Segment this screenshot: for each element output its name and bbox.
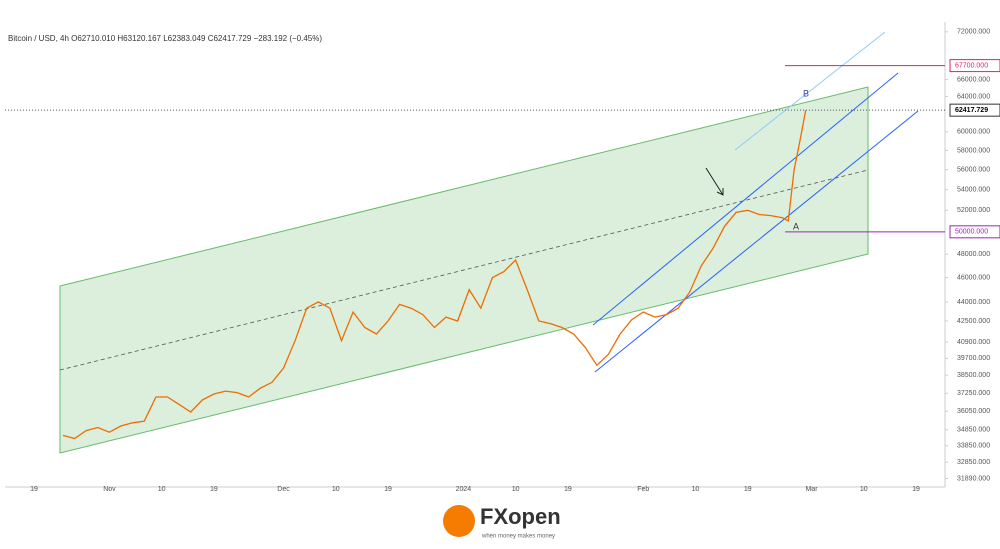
y-tick-label: 66000.000: [957, 76, 990, 83]
level-label: 67700.000: [955, 62, 988, 69]
price-line: [62, 110, 807, 440]
y-tick-label: 52000.000: [957, 207, 990, 214]
x-tick-label: 19: [384, 486, 392, 493]
y-tick-label: 34850.000: [957, 427, 990, 434]
level-box: [949, 59, 1000, 73]
y-tick-label: 72000.000: [957, 29, 990, 36]
y-tick-label: 36050.000: [957, 408, 990, 415]
x-tick-label: Mar: [806, 486, 819, 493]
y-tick-label: 58000.000: [957, 147, 990, 154]
x-tick-label: 2024: [456, 486, 472, 493]
level-label: 50000.000: [955, 229, 988, 236]
trendline: [592, 72, 899, 326]
y-tick-label: 54000.000: [957, 186, 990, 193]
y-tick-label: 46000.000: [957, 274, 990, 281]
x-tick-label: 19: [564, 486, 572, 493]
y-tick-label: 40900.000: [957, 339, 990, 346]
x-tick-label: 10: [332, 486, 340, 493]
y-tick-label: 48000.000: [957, 251, 990, 258]
x-tick-label: 19: [912, 486, 920, 493]
y-tick-label: 37250.000: [957, 390, 990, 397]
x-tick-label: 10: [860, 486, 868, 493]
x-tick-label: 19: [744, 486, 752, 493]
logo-tagline: when money makes money: [481, 534, 555, 540]
y-tick-label: 31890.000: [957, 475, 990, 482]
x-tick-label: 10: [692, 486, 700, 493]
logo-name: FXopen: [480, 504, 561, 529]
trendline: [734, 31, 886, 151]
logo-icon: [443, 505, 475, 537]
y-tick-label: 32850.000: [957, 459, 990, 466]
trendline: [594, 110, 919, 373]
x-tick-label: Feb: [637, 486, 649, 493]
y-tick-label: 42500.000: [957, 318, 990, 325]
x-tick-label: 10: [158, 486, 166, 493]
chart-subtitle: Bitcoin / USD, 4h O62710.010 H63120.167 …: [8, 34, 322, 43]
level-box: [949, 225, 1000, 239]
y-tick-label: 56000.000: [957, 167, 990, 174]
arrow-head: [716, 188, 724, 196]
annotation: A: [793, 221, 799, 231]
arrow: [705, 167, 724, 196]
y-tick-label: 64000.000: [957, 93, 990, 100]
annotation: B: [803, 88, 809, 98]
x-tick-label: 19: [210, 486, 218, 493]
x-tick-label: Nov: [103, 486, 116, 493]
last-price-box: [949, 103, 1000, 117]
y-tick-label: 33850.000: [957, 443, 990, 450]
y-tick-label: 38500.000: [957, 372, 990, 379]
y-tick-label: 44000.000: [957, 299, 990, 306]
x-tick-label: 19: [30, 486, 38, 493]
y-tick-label: 60000.000: [957, 129, 990, 136]
y-tick-label: 39700.000: [957, 355, 990, 362]
last-price-label: 62417.729: [955, 107, 988, 114]
x-tick-label: Dec: [277, 486, 290, 493]
x-tick-label: 10: [512, 486, 520, 493]
channel-midline: [59, 169, 869, 371]
logo: FXopen when money makes money: [443, 504, 561, 540]
